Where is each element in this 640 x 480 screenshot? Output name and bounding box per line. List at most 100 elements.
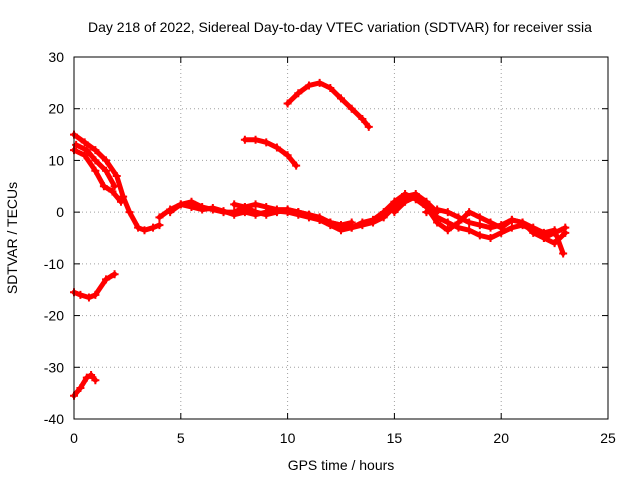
y-tick-label: -20 [44,308,64,324]
x-tick-label: 20 [493,430,509,446]
data-point [91,146,100,155]
data-point [251,208,260,217]
data-point [155,221,164,230]
x-tick-label: 15 [387,430,403,446]
data-point [108,187,117,196]
data-point [539,228,548,237]
data-point [80,138,89,147]
x-axis-label: GPS time / hours [288,457,395,473]
series-arc-11 [240,135,301,170]
data-point [294,89,303,98]
data-point [326,84,335,93]
y-tick-label: 20 [48,101,64,117]
data-point [486,223,495,232]
series-arc-8 [230,190,570,248]
data-point [80,151,89,160]
data-point [91,290,100,299]
x-tick-label: 10 [280,430,296,446]
data-point [82,146,91,155]
data-point [230,208,239,217]
data-point [326,221,335,230]
data-point [112,171,121,180]
data-point [315,215,324,224]
series-arc-3 [72,140,119,191]
x-tick-label: 5 [177,430,185,446]
data-point [443,218,452,227]
data-point [91,156,100,165]
y-tick-label: -30 [44,359,64,375]
data-point [102,275,111,284]
data-point [251,135,260,144]
data-point [529,223,538,232]
data-point [401,197,410,206]
data-point [422,208,431,217]
data-point [82,373,91,382]
tick-labels: 0 5 10 15 20 25 -40 -30 -20 -10 0 10 20 30 [44,49,616,446]
data-point [465,226,474,235]
data-point [454,213,463,222]
data-point [304,81,313,90]
data-point [240,135,249,144]
data-point [187,197,196,206]
series-arc-10 [422,205,568,258]
plot-frame [73,56,609,420]
data-point [119,192,128,201]
data-point [358,218,367,227]
data-point [507,223,516,232]
data-point [364,122,373,131]
data-point [443,208,452,217]
data-point [337,226,345,235]
data-point [91,166,100,175]
data-point [99,182,108,191]
data-point [475,221,484,230]
data-point [358,115,367,124]
data-point [294,208,303,217]
data-point [176,200,185,209]
data-point [337,94,345,103]
data-point [390,208,399,217]
data-point [561,223,570,232]
series-arc-4 [70,270,119,302]
data-point [102,156,111,165]
data-point [125,208,134,217]
data-point [283,99,292,108]
data-point [272,143,281,152]
data-point [559,249,568,258]
data-point [262,202,271,211]
data-point [550,226,559,235]
x-tick-label: 25 [600,430,616,446]
data-point [475,213,484,222]
y-tick-label: 30 [48,49,64,65]
data-point [465,218,474,227]
data-point [390,197,399,206]
series-arc-12 [283,78,373,131]
data-point [486,234,495,242]
data-point [72,140,81,149]
data-point [518,218,527,227]
data-point [76,383,85,392]
data-point [87,371,96,380]
data-point [262,138,271,147]
data-point [262,210,271,219]
data-point [230,200,239,209]
data-point [76,290,85,299]
data-point [411,192,420,201]
series-arc-9 [390,192,570,242]
traces [70,78,570,400]
y-tick-label: -40 [44,411,64,427]
y-tick-label: 0 [56,204,64,220]
y-axis-label: SDTVAR / TECUs [4,182,20,294]
data-point [208,205,217,214]
data-point [433,205,442,214]
data-point [198,202,207,211]
data-point [84,293,93,302]
data-point [507,215,516,224]
data-point [304,210,313,219]
data-point [315,78,324,87]
grid [74,57,608,419]
data-point [379,208,388,217]
data-point [91,376,100,385]
data-point [401,190,410,199]
chart-title: Day 218 of 2022, Sidereal Day-to-day VTE… [88,19,592,35]
